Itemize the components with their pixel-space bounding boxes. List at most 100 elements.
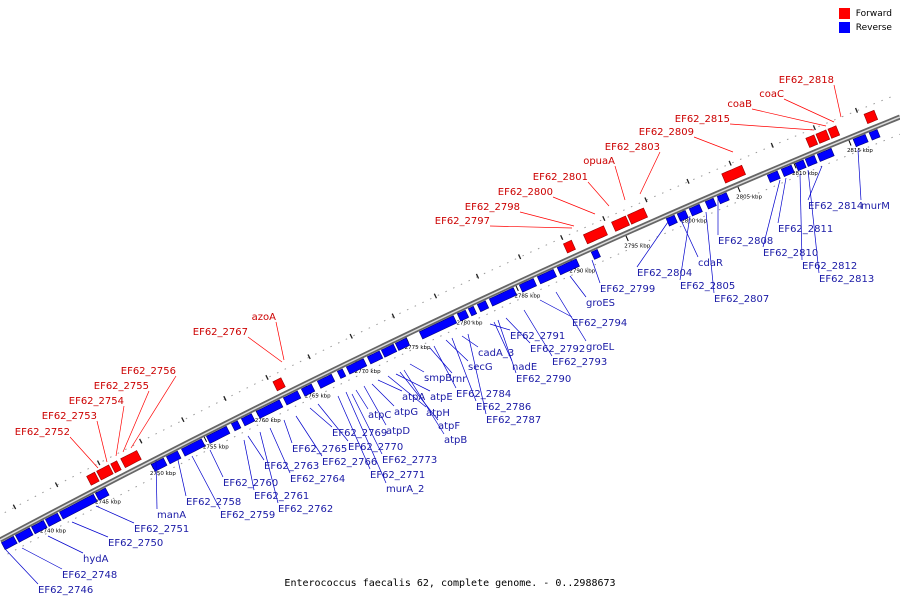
scale-tick-label: 2745 kbp [95, 500, 121, 506]
gene-label-ef62_2809: EF62_2809 [639, 127, 694, 138]
track-hash [307, 354, 311, 360]
reverse-swatch [838, 22, 850, 33]
scale-tick [848, 139, 852, 146]
track-hash [728, 160, 732, 166]
gene-label-atpa: atpA [402, 392, 425, 403]
track-hash [54, 482, 59, 488]
track-hash [223, 395, 227, 401]
forward-gene-block [805, 134, 819, 148]
label-leader [122, 390, 150, 453]
gene-label-ef62_2807: EF62_2807 [714, 294, 769, 305]
gene-label-ef62_2767: EF62_2767 [193, 327, 248, 338]
gene-label-ef62_2800: EF62_2800 [498, 187, 553, 198]
gene-label-mana: manA [157, 510, 186, 521]
scale-tick-label: 2750 kbp [150, 471, 176, 477]
track-hash [686, 178, 690, 184]
gene-label-ef62_2790: EF62_2790 [516, 374, 571, 385]
label-leader [275, 321, 285, 361]
gene-label-coab: coaB [727, 99, 752, 110]
gene-label-ef62_2815: EF62_2815 [675, 114, 730, 125]
scale-tick-label: 2795 kbp [624, 244, 650, 250]
reverse-gene-block [766, 170, 781, 183]
gene-label-groes: groES [586, 298, 615, 309]
label-leader [317, 403, 349, 442]
gene-label-ef62_2746: EF62_2746 [38, 585, 93, 596]
label-leader [777, 177, 787, 224]
label-leader [243, 439, 255, 491]
label-leader [833, 84, 842, 118]
label-leader [399, 371, 439, 421]
scale-tick [625, 235, 629, 242]
scale-tick-label: 2755 kbp [203, 444, 229, 450]
gene-label-ef62_2770: EF62_2770 [348, 442, 403, 453]
forward-gene-block [611, 215, 630, 232]
gene-label-ef62_2765: EF62_2765 [292, 444, 347, 455]
forward-gene-block [583, 225, 608, 245]
reverse-gene-block [794, 159, 807, 172]
gene-label-atpc: atpC [368, 410, 391, 421]
gene-label-cada_3: cadA_3 [478, 348, 514, 359]
scale-tick-label: 2740 kbp [40, 528, 66, 534]
gene-label-ef62_2784: EF62_2784 [456, 389, 511, 400]
gene-label-groel: groEL [586, 342, 615, 353]
label-leader [429, 347, 453, 374]
track-hash [433, 293, 438, 299]
label-leader [95, 505, 135, 524]
gene-label-ef62_2804: EF62_2804 [637, 268, 692, 279]
gene-label-azoa: azoA [252, 312, 276, 323]
gene-label-ef62_2763: EF62_2763 [264, 461, 319, 472]
label-leader [269, 427, 291, 474]
gene-label-rnr: rnr [452, 374, 467, 385]
label-leader [751, 108, 827, 127]
label-leader [155, 459, 158, 510]
legend-reverse: Reverse [838, 22, 892, 33]
label-leader [363, 385, 387, 426]
gene-label-ef62_2812: EF62_2812 [802, 261, 857, 272]
gene-label-ef62_2750: EF62_2750 [108, 538, 163, 549]
reverse-gene-block [418, 315, 458, 340]
scale-tick [203, 436, 208, 443]
legend-reverse-label: Reverse [855, 22, 892, 33]
gene-label-nade: nadE [512, 362, 537, 373]
gene-label-ef62_2799: EF62_2799 [600, 284, 655, 295]
scale-ticks: 2740 kbp 2745 kbp 2750 kbp 2755 kbp 2760 kbp… [0, 96, 900, 555]
forward-gene-block [863, 109, 879, 124]
gene-label-smpb: smpB [424, 373, 452, 384]
gene-label-ef62_2769: EF62_2769 [332, 428, 387, 439]
reverse-gene-block [688, 203, 703, 217]
gene-label-ef62_2766: EF62_2766 [322, 457, 377, 468]
gene-label-ef62_2751: EF62_2751 [134, 524, 189, 535]
gene-label-ef62_2748: EF62_2748 [62, 570, 117, 581]
label-leaders [5, 84, 862, 585]
label-leader [395, 373, 431, 392]
label-leader [729, 123, 815, 131]
reverse-gene-block [380, 343, 398, 358]
gene-label-mura_2: murA_2 [386, 484, 424, 495]
reverse-gene-block [240, 413, 256, 427]
label-leader [403, 369, 445, 435]
label-leader [693, 136, 734, 153]
scale-tick [737, 186, 741, 193]
reverse-gene-block [394, 337, 411, 351]
label-leader [639, 151, 661, 195]
reverse-gene-block [345, 358, 368, 375]
forward-gene-block [272, 377, 286, 392]
label-leader [387, 375, 427, 408]
gene-label-atpb: atpB [444, 435, 467, 446]
track-hash [96, 460, 101, 466]
label-leader [679, 217, 699, 258]
reverse-gene-block [536, 269, 557, 285]
reverse-gene-block [704, 197, 717, 210]
label-leader [493, 321, 513, 362]
reverse-gene-block [518, 278, 537, 293]
forward-dotted-track [0, 96, 892, 516]
track-hash [12, 504, 17, 510]
gene-label-coac: coaC [759, 89, 784, 100]
forward-gene-block [815, 129, 831, 144]
gene-label-ef62_2811: EF62_2811 [778, 224, 833, 235]
track-hash [770, 142, 774, 148]
reverse-dotted-track [7, 133, 900, 555]
label-leader [177, 459, 187, 497]
